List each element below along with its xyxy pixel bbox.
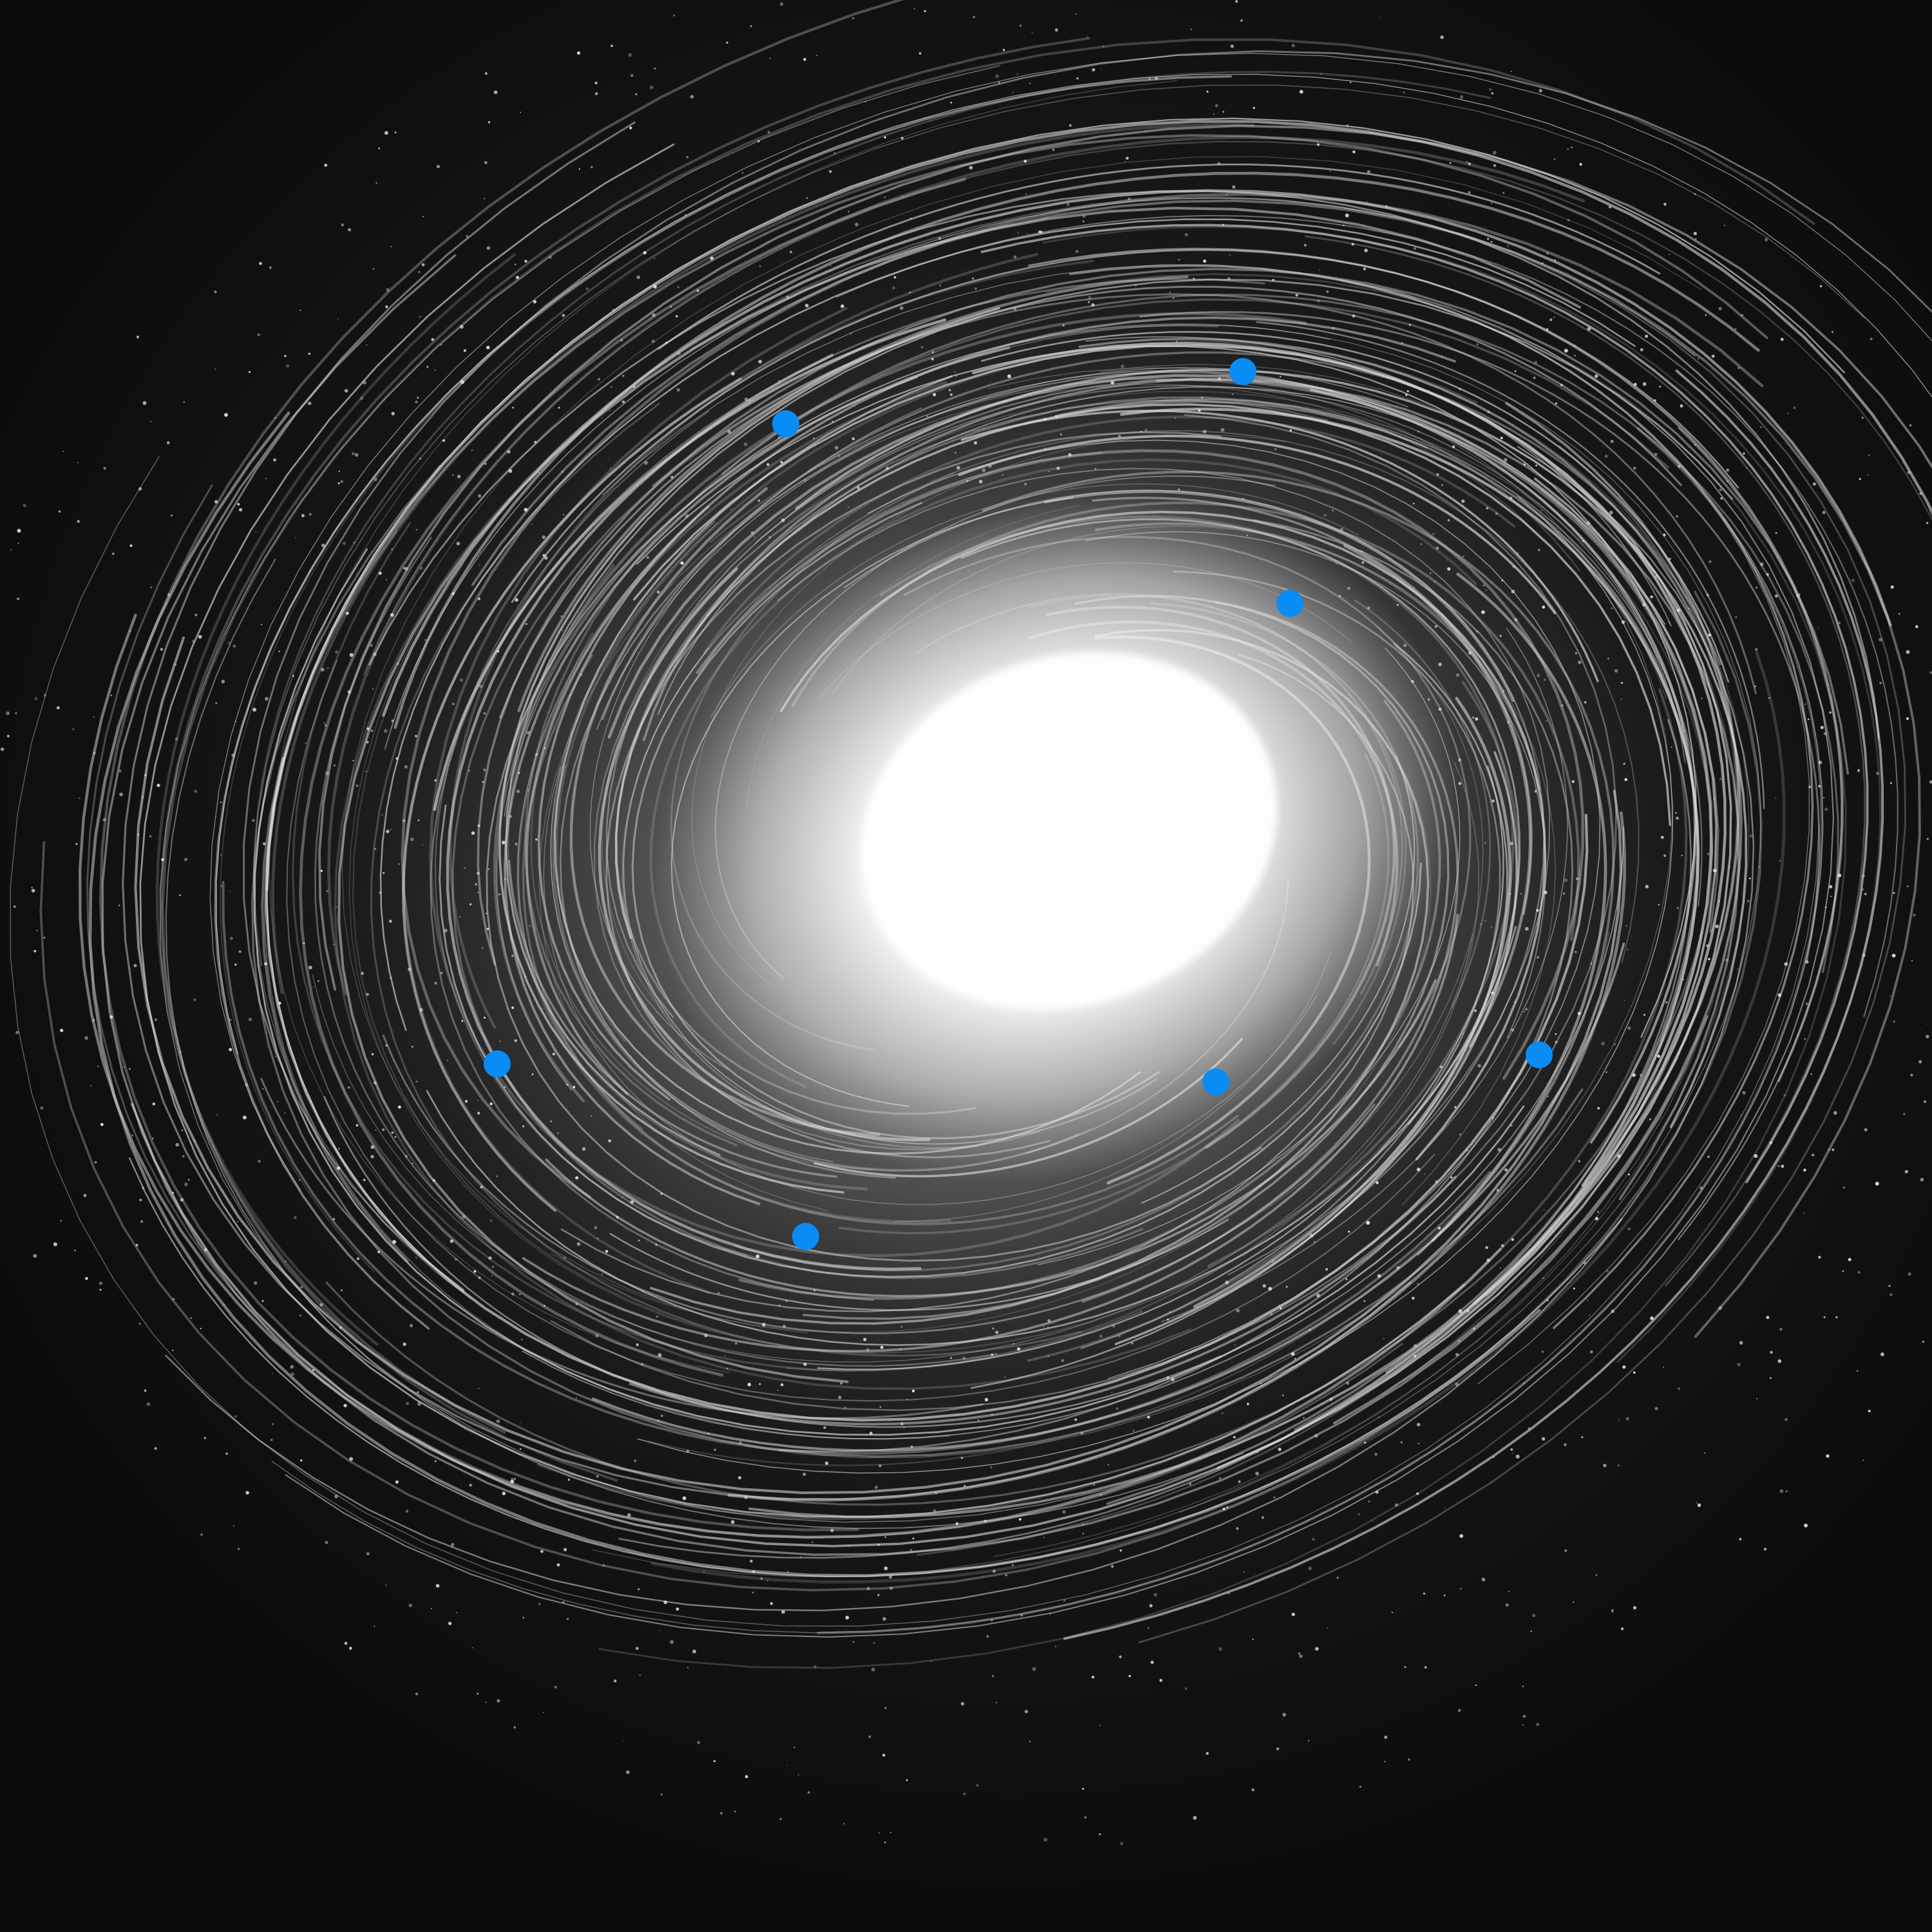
marker-far-right [1526, 1041, 1553, 1068]
marker-left [484, 1050, 511, 1077]
spiral-arms [10, 0, 1932, 1669]
galaxy-core [652, 492, 1461, 1182]
marker-upper-left [772, 410, 799, 437]
marker-lower-left [792, 1223, 819, 1250]
marker-lower-center [1202, 1068, 1229, 1095]
marker-points [484, 358, 1553, 1250]
marker-top-right [1229, 358, 1256, 385]
marker-right-inner [1276, 590, 1303, 617]
